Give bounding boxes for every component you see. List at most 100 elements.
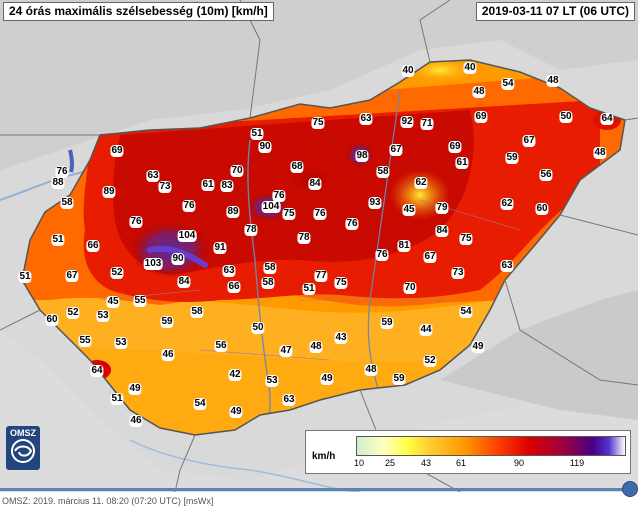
legend-unit: km/h [312, 451, 336, 462]
station-value-label: 44 [419, 324, 433, 336]
map-title: 24 órás maximális szélsebesség (10m) [km… [3, 2, 274, 21]
station-value-label: 46 [129, 415, 143, 427]
station-value-label: 75 [334, 277, 348, 289]
station-value-label: 43 [334, 332, 348, 344]
station-value-label: 51 [250, 128, 264, 140]
legend-tick: 43 [420, 458, 432, 468]
station-value-label: 45 [402, 204, 416, 216]
station-value-label: 67 [423, 251, 437, 263]
station-value-label: 83 [220, 180, 234, 192]
station-value-label: 79 [435, 202, 449, 214]
station-value-label: 63 [359, 113, 373, 125]
station-value-label: 51 [110, 393, 124, 405]
station-value-label: 54 [193, 398, 207, 410]
station-value-label: 50 [559, 111, 573, 123]
time-slider-track[interactable] [0, 488, 630, 491]
station-value-label: 40 [401, 65, 415, 77]
station-value-label: 42 [228, 369, 242, 381]
station-value-label: 52 [110, 267, 124, 279]
station-value-label: 90 [258, 141, 272, 153]
station-value-label: 70 [403, 282, 417, 294]
station-value-label: 68 [290, 161, 304, 173]
station-value-label: 66 [227, 281, 241, 293]
station-value-label: 56 [539, 169, 553, 181]
station-value-label: 89 [102, 186, 116, 198]
omsz-swirl-icon [11, 439, 35, 463]
station-value-label: 51 [51, 234, 65, 246]
station-value-label: 58 [60, 197, 74, 209]
station-value-label: 64 [600, 113, 614, 125]
station-value-label: 66 [86, 240, 100, 252]
station-value-label: 50 [251, 322, 265, 334]
station-value-label: 52 [66, 307, 80, 319]
station-value-label: 76 [272, 190, 286, 202]
station-value-label: 54 [501, 78, 515, 90]
legend-colorbar [356, 436, 626, 456]
station-value-label: 104 [177, 230, 197, 242]
station-value-label: 58 [263, 262, 277, 274]
station-value-label: 61 [455, 157, 469, 169]
station-value-label: 75 [459, 233, 473, 245]
station-value-label: 89 [226, 206, 240, 218]
station-value-label: 48 [472, 86, 486, 98]
station-value-label: 64 [90, 365, 104, 377]
station-value-label: 67 [65, 270, 79, 282]
legend-tick: 119 [569, 458, 585, 468]
station-value-label: 69 [448, 141, 462, 153]
station-value-label: 71 [420, 118, 434, 130]
station-value-label: 91 [213, 242, 227, 254]
station-value-label: 73 [158, 181, 172, 193]
station-value-label: 60 [535, 203, 549, 215]
station-value-label: 62 [500, 198, 514, 210]
station-value-label: 49 [471, 341, 485, 353]
station-value-label: 47 [279, 345, 293, 357]
station-value-label: 69 [110, 145, 124, 157]
station-value-label: 59 [392, 373, 406, 385]
station-value-label: 84 [308, 178, 322, 190]
footer-source: OMSZ: 2019. március 11. 08:20 (07:20 UTC… [2, 496, 214, 506]
station-value-label: 61 [201, 179, 215, 191]
map-datetime: 2019-03-11 07 LT (06 UTC) [475, 2, 635, 21]
station-value-label: 76 [375, 249, 389, 261]
station-value-label: 55 [78, 335, 92, 347]
station-value-label: 59 [160, 316, 174, 328]
omsz-logo: OMSZ [6, 426, 40, 470]
station-value-label: 48 [309, 341, 323, 353]
station-value-label: 93 [368, 197, 382, 209]
station-value-label: 81 [397, 240, 411, 252]
station-value-label: 63 [146, 170, 160, 182]
color-legend: km/h 10 25 43 61 90 119 [305, 430, 631, 474]
station-value-label: 62 [414, 177, 428, 189]
station-value-label: 51 [302, 283, 316, 295]
station-value-label: 76 [313, 208, 327, 220]
station-value-label: 76 [182, 200, 196, 212]
station-value-label: 63 [222, 265, 236, 277]
station-value-label: 48 [364, 364, 378, 376]
station-value-label: 75 [282, 208, 296, 220]
station-value-label: 49 [320, 373, 334, 385]
legend-tick: 10 [353, 458, 365, 468]
station-value-label: 88 [51, 177, 65, 189]
station-value-label: 76 [129, 216, 143, 228]
station-value-label: 53 [265, 375, 279, 387]
legend-tick: 90 [513, 458, 525, 468]
station-value-label: 59 [505, 152, 519, 164]
station-value-label: 76 [345, 218, 359, 230]
station-value-label: 55 [133, 295, 147, 307]
legend-tick: 25 [384, 458, 396, 468]
station-value-label: 51 [18, 271, 32, 283]
station-value-label: 58 [376, 166, 390, 178]
station-value-label: 58 [190, 306, 204, 318]
station-value-label: 76 [55, 166, 69, 178]
station-value-label: 69 [474, 111, 488, 123]
station-value-label: 75 [311, 117, 325, 129]
station-value-label: 98 [355, 150, 369, 162]
station-value-label: 67 [522, 135, 536, 147]
station-value-label: 56 [214, 340, 228, 352]
station-value-label: 77 [314, 270, 328, 282]
station-value-label: 67 [389, 144, 403, 156]
station-value-label: 103 [143, 258, 163, 270]
station-value-label: 73 [451, 267, 465, 279]
station-value-label: 59 [380, 317, 394, 329]
